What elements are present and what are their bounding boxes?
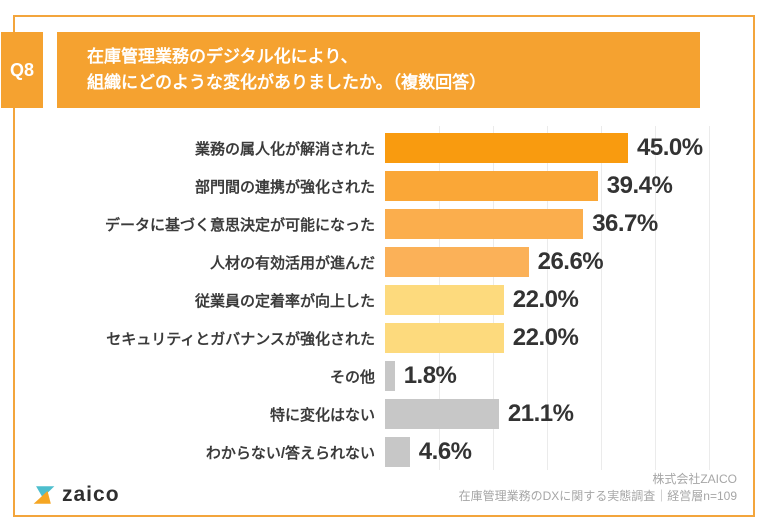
category-label: 人材の有効活用が進んだ [209,254,375,272]
chart-row: その他 1.8% [13,357,703,395]
bar [385,209,584,239]
chart-row: 従業員の定着率が向上した 22.0% [13,281,703,319]
category-label: セキュリティとガバナンスが強化された [106,330,375,348]
category-label: 特に変化はない [269,406,375,424]
gridline [601,126,602,470]
category-label: 業務の属人化が解消された [194,140,375,158]
gridline [655,126,656,470]
value-label: 36.7% [592,210,658,237]
value-label: 22.0% [512,324,579,351]
category-label: 部門間の連携が強化された [194,178,375,196]
chart-row: わからない/答えられない 4.6% [13,433,703,471]
gridline [547,126,548,470]
bar [385,437,410,467]
category-label: わからない/答えられない [205,444,375,462]
category-label: その他 [329,368,375,386]
survey-credit-company: 株式会社ZAICO [652,472,737,486]
question-title: 在庫管理業務のデジタル化により、 組織にどのような変化がありましたか。（複数回答… [57,32,700,108]
value-label: 21.1% [507,400,574,427]
value-label: 4.6% [418,438,472,465]
value-label: 45.0% [637,134,703,161]
value-label: 1.8% [403,362,457,389]
bar-chart: 業務の属人化が解消された 45.0% 部門間の連携が強化された 39.4% データに基づ… [13,129,703,471]
question-title-line1: 在庫管理業務のデジタル化により、 [87,47,358,66]
value-label: 26.6% [537,248,604,275]
category-label: データに基づく意思決定が可能になった [104,216,375,234]
bar [385,247,529,277]
zaico-logo: zaico [33,483,120,507]
question-title-line2: 組織にどのような変化がありましたか。（複数回答） [87,73,487,92]
chart-row: データに基づく意思決定が可能になった 36.7% [13,205,703,243]
chart-row: 業務の属人化が解消された 45.0% [13,129,703,167]
value-label: 22.0% [512,286,579,313]
survey-credit-detail: 在庫管理業務のDXに関する実態調査｜経営層n=109 [458,489,737,503]
bar [385,133,628,163]
question-badge: Q8 [1,32,43,108]
category-label: 従業員の定着率が向上した [194,292,375,310]
gridline [709,126,710,470]
bar [385,361,395,391]
bar [385,323,504,353]
chart-row: 特に変化はない 21.1% [13,395,703,433]
zaico-logo-text: zaico [62,483,120,506]
bar [385,399,499,429]
survey-credit: 株式会社ZAICO 在庫管理業務のDXに関する実態調査｜経営層n=109 [459,471,737,505]
chart-row: 人材の有効活用が進んだ 26.6% [13,243,703,281]
zaico-logo-icon [33,486,55,504]
value-label: 39.4% [606,172,673,199]
chart-row: 部門間の連携が強化された 39.4% [13,167,703,205]
bar [385,285,504,315]
bar [385,171,598,201]
chart-row: セキュリティとガバナンスが強化された 22.0% [13,319,703,357]
